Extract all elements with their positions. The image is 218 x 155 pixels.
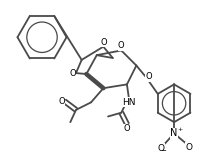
Text: O: O <box>100 38 107 47</box>
Text: O: O <box>124 124 130 133</box>
Text: HN: HN <box>122 98 136 107</box>
Text: O: O <box>118 41 124 50</box>
Text: N: N <box>170 128 178 138</box>
Text: O: O <box>158 144 165 153</box>
Text: O: O <box>146 72 152 81</box>
Text: O: O <box>69 69 76 78</box>
Text: O: O <box>58 97 65 106</box>
Text: O: O <box>186 143 192 152</box>
Text: +: + <box>177 127 182 132</box>
Text: −: − <box>160 148 166 154</box>
